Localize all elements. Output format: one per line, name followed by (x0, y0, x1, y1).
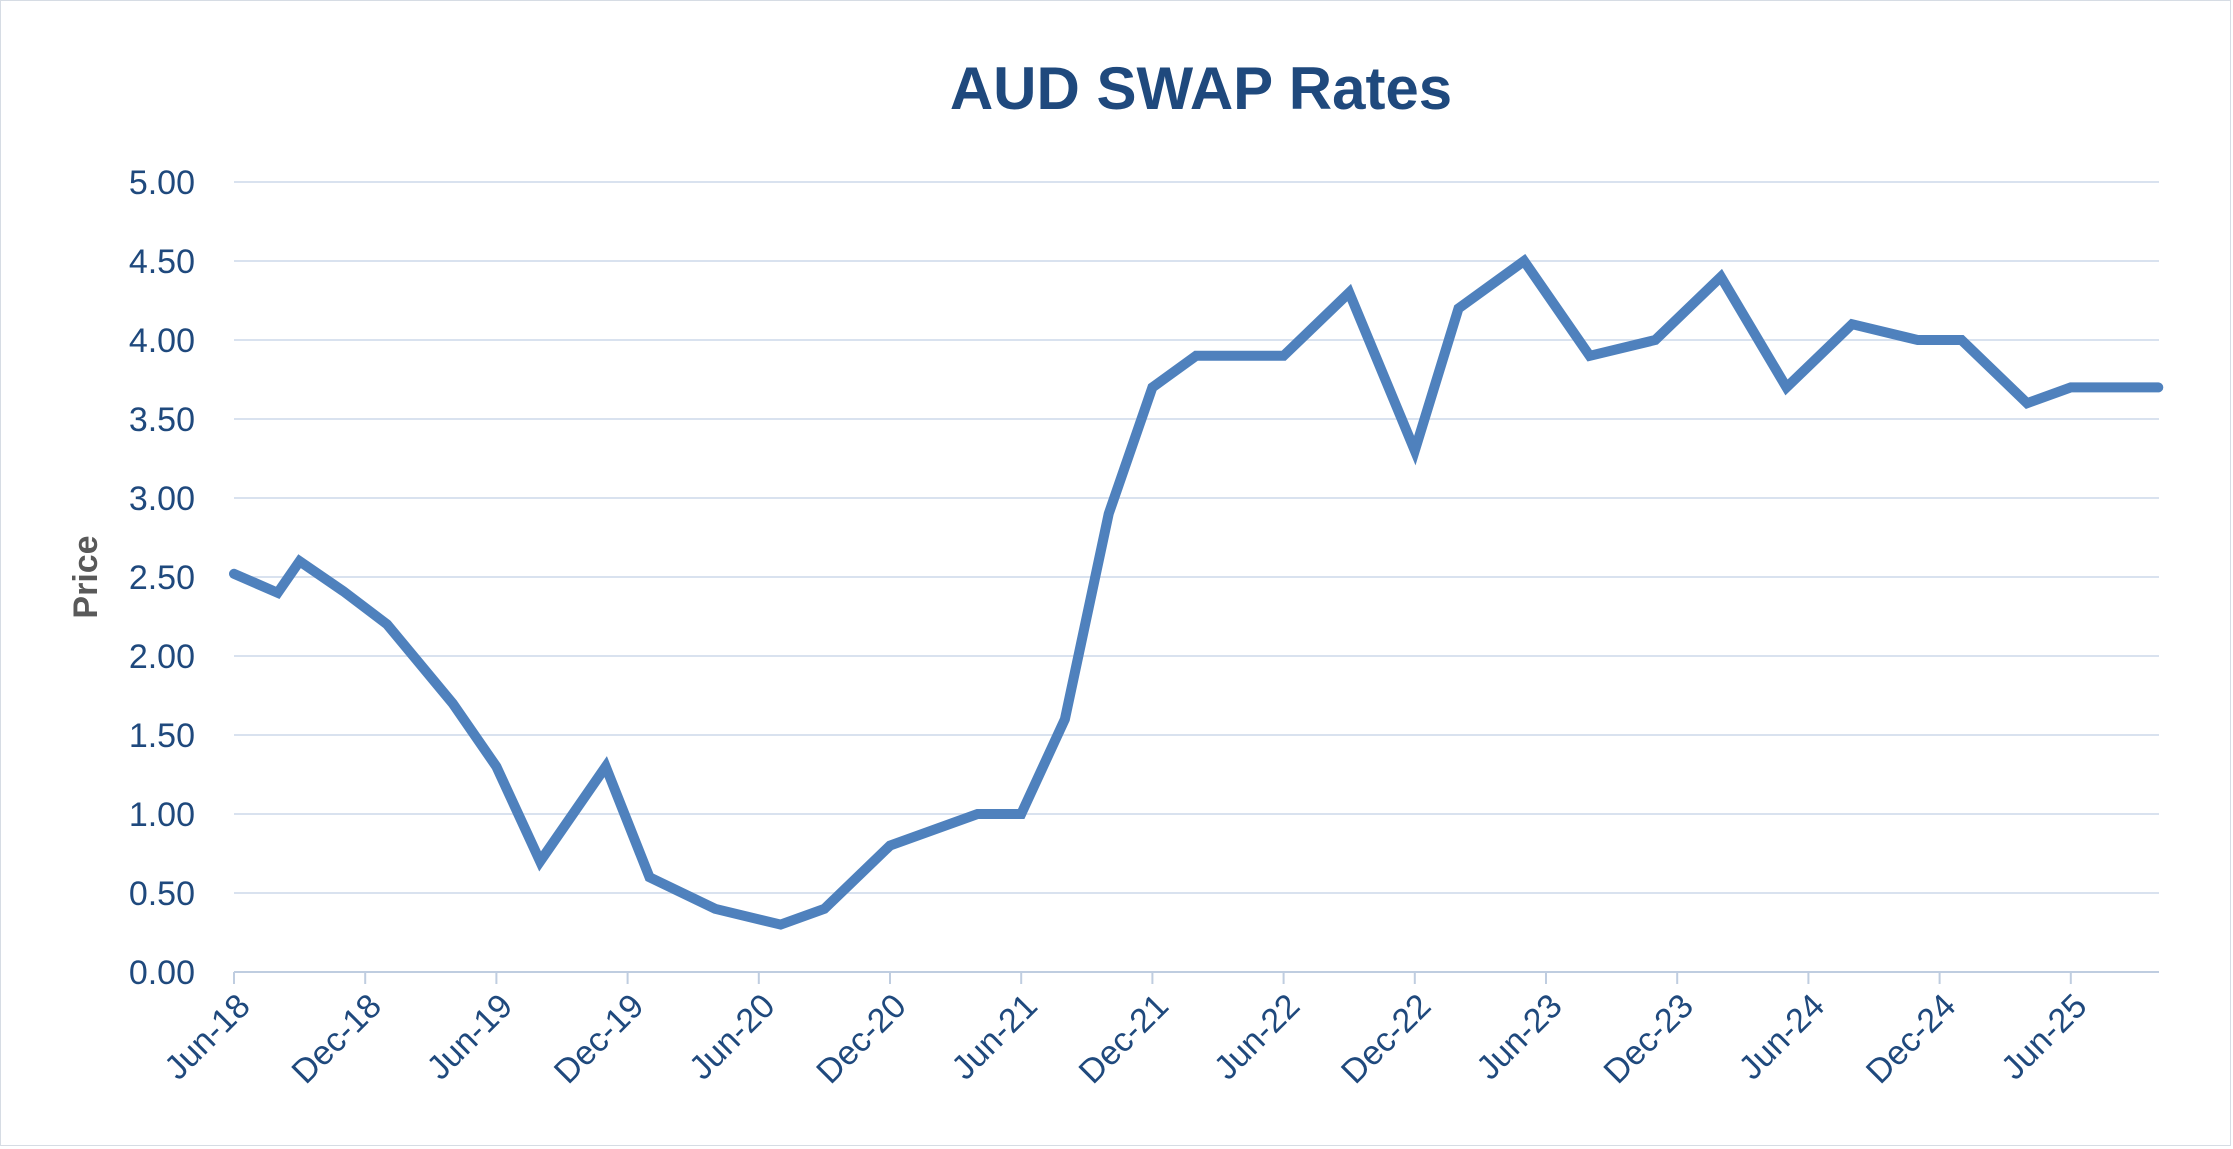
y-tick-label: 4.00 (129, 322, 195, 360)
x-tick-label: Dec-24 (1859, 987, 1963, 1091)
x-tick-label: Jun-22 (1207, 987, 1307, 1087)
x-tick-label: Dec-23 (1596, 987, 1700, 1091)
y-tick-label: 1.00 (129, 796, 195, 834)
y-tick-label: 4.50 (129, 243, 195, 281)
x-tick-label: Jun-24 (1732, 987, 1832, 1087)
y-axis-label: Price (67, 535, 105, 618)
x-tick-label: Dec-21 (1072, 987, 1176, 1091)
y-axis: 0.00 0.50 1.00 1.50 2.00 2.50 3.00 3.50 4.00 4.50… (129, 164, 195, 992)
x-tick-label: Jun-23 (1469, 987, 1569, 1087)
x-tick-label: Dec-22 (1334, 987, 1438, 1091)
x-tick-label: Dec-20 (809, 987, 913, 1091)
y-tick-label: 0.00 (129, 954, 195, 992)
y-tick-label: 1.50 (129, 717, 195, 755)
x-tick-label: Jun-20 (682, 987, 782, 1087)
x-tick-label: Dec-19 (547, 987, 651, 1091)
y-tick-label: 3.50 (129, 401, 195, 439)
x-axis (233, 971, 2159, 984)
x-tick-label: Jun-21 (944, 987, 1044, 1087)
x-tick-label: Jun-19 (420, 987, 520, 1087)
x-tick-label: Jun-25 (1994, 987, 2094, 1087)
x-axis-labels: Jun-18 Dec-18 Jun-19 Dec-19 Jun-20 Dec-20 Jun-… (157, 987, 2094, 1091)
y-tick-label: 3.00 (129, 480, 195, 518)
series-layer (229, 253, 2164, 930)
series-line (229, 253, 2164, 930)
y-tick-label: 2.50 (129, 559, 195, 597)
x-tick-label: Dec-18 (284, 987, 388, 1091)
x-tick-label: Jun-18 (157, 987, 257, 1087)
y-tick-label: 2.00 (129, 638, 195, 676)
chart-title: AUD SWAP Rates (950, 55, 1452, 122)
y-tick-label: 0.50 (129, 875, 195, 913)
y-tick-label: 5.00 (129, 164, 195, 202)
gridlines (234, 181, 2159, 894)
